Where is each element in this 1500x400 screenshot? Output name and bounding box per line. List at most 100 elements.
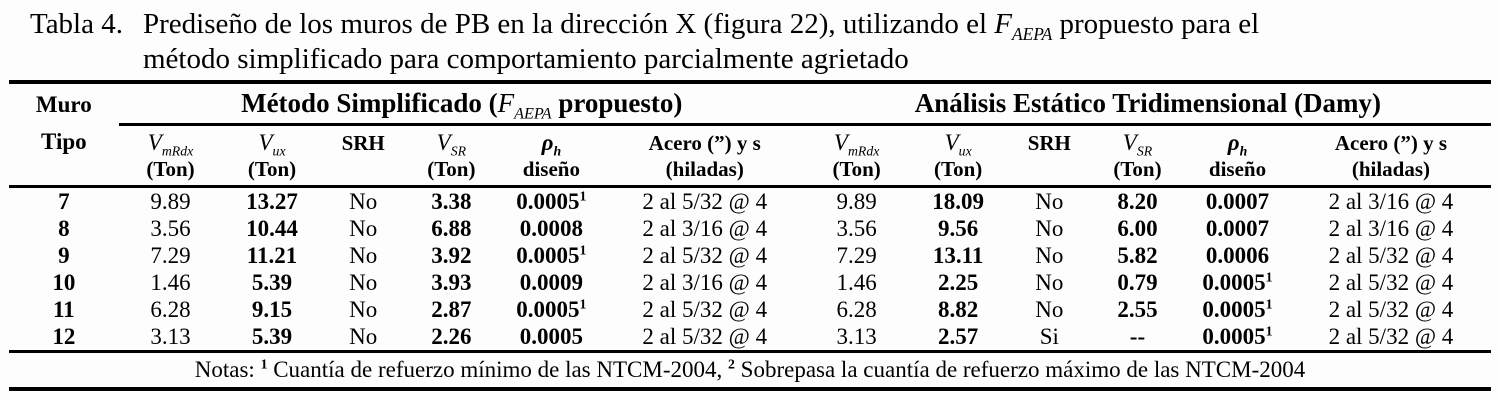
cell-srh: Si bbox=[1039, 324, 1059, 349]
cell-acero: 2 al 5/32 @ 4 bbox=[642, 297, 768, 322]
cell-srh: No bbox=[349, 216, 378, 241]
cell-vsr: 3.93 bbox=[431, 270, 472, 295]
notes-row: Notas: 1 Cuantía de refuerzo mínimo de l… bbox=[9, 350, 1491, 389]
cell-acero: 2 al 3/16 @ 4 bbox=[642, 270, 768, 295]
cell-rho: 0.0006 bbox=[1205, 243, 1270, 268]
cell-vsr: -- bbox=[1129, 324, 1146, 349]
col-header-srh-simplificado: SRH bbox=[321, 124, 405, 188]
cell-acero: 2 al 3/16 @ 4 bbox=[1328, 189, 1454, 214]
table-row: 9 7.29 11.21 No 3.92 0.00051 2 al 5/32 @… bbox=[9, 242, 1491, 269]
group-header-analisis-tridimensional: Análisis Estático Tridimensional (Damy) bbox=[804, 82, 1491, 126]
cell-srh: No bbox=[349, 270, 378, 295]
cell-vmrdx: 9.89 bbox=[150, 189, 191, 214]
caption-line-1: Prediseño de los muros de PB en la direc… bbox=[143, 8, 1260, 44]
caption-line-2: método simplificado para comportamiento … bbox=[143, 43, 909, 75]
cell-vux: 8.82 bbox=[938, 297, 979, 322]
cell-muro-tipo: 8 bbox=[58, 216, 70, 241]
cell-muro-tipo: 12 bbox=[52, 324, 76, 349]
col-header-rho-tridimensional: ρh diseño bbox=[1184, 124, 1291, 188]
cell-rho: 0.00051 bbox=[516, 296, 587, 322]
cell-vsr: 3.38 bbox=[431, 189, 472, 214]
cell-acero: 2 al 5/32 @ 4 bbox=[1328, 297, 1454, 322]
cell-srh: No bbox=[1035, 270, 1064, 295]
f-aepa-symbol: FAEPA bbox=[994, 8, 1053, 44]
cell-vux: 10.44 bbox=[246, 216, 298, 241]
group-header-row: Muro Método Simplificado (FAEPA propuest… bbox=[9, 82, 1491, 126]
cell-vmrdx: 1.46 bbox=[150, 270, 191, 295]
cell-vux: 11.21 bbox=[246, 243, 298, 268]
cell-vux: 13.27 bbox=[246, 189, 298, 214]
cell-acero: 2 al 5/32 @ 4 bbox=[642, 189, 768, 214]
col-header-vmrdx-tridimensional: VmRdx (Ton) bbox=[804, 124, 909, 188]
cell-srh: No bbox=[1035, 216, 1064, 241]
cell-vux: 18.09 bbox=[932, 189, 985, 214]
cell-rho: 0.0005 bbox=[519, 324, 583, 349]
cell-vsr: 2.87 bbox=[431, 297, 472, 322]
table-row: 8 3.56 10.44 No 6.88 0.0008 2 al 3/16 @ … bbox=[9, 215, 1491, 242]
table-row: 11 6.28 9.15 No 2.87 0.00051 2 al 5/32 @… bbox=[9, 296, 1491, 323]
table-container: Muro Método Simplificado (FAEPA propuest… bbox=[0, 80, 1500, 391]
cell-rho: 0.00051 bbox=[1202, 296, 1273, 322]
table-caption-label: Tabla 4. bbox=[30, 8, 123, 40]
cell-vmrdx: 3.56 bbox=[836, 216, 877, 241]
cell-muro-tipo: 7 bbox=[58, 189, 70, 214]
cell-vsr: 6.00 bbox=[1117, 216, 1158, 241]
col-header-vsr-tridimensional: VSR (Ton) bbox=[1090, 124, 1185, 188]
cell-muro-tipo: 10 bbox=[52, 270, 76, 295]
table-row: 10 1.46 5.39 No 3.93 0.0009 2 al 3/16 @ … bbox=[9, 269, 1491, 296]
col-header-srh-tridimensional: SRH bbox=[1007, 124, 1091, 188]
col-header-acero-simplificado: Acero (”) y s (hiladas) bbox=[604, 124, 805, 188]
cell-vmrdx: 7.29 bbox=[836, 243, 877, 268]
cell-rho: 0.00051 bbox=[1202, 323, 1273, 349]
cell-acero: 2 al 5/32 @ 4 bbox=[642, 324, 768, 349]
cell-srh: No bbox=[1035, 297, 1064, 322]
cell-vux: 13.11 bbox=[932, 243, 984, 268]
cell-muro-tipo: 9 bbox=[58, 243, 70, 268]
cell-srh: No bbox=[349, 243, 378, 268]
cell-vux: 9.56 bbox=[938, 216, 979, 241]
cell-vsr: 2.26 bbox=[431, 324, 472, 349]
table-row: 12 3.13 5.39 No 2.26 0.0005 2 al 5/32 @ … bbox=[9, 323, 1491, 352]
col-header-tipo: Tipo bbox=[9, 124, 119, 188]
cell-vux: 2.25 bbox=[938, 270, 979, 295]
cell-vmrdx: 3.56 bbox=[150, 216, 191, 241]
cell-vmrdx: 6.28 bbox=[150, 297, 191, 322]
cell-acero: 2 al 5/32 @ 4 bbox=[642, 243, 768, 268]
cell-vsr: 8.20 bbox=[1117, 189, 1158, 214]
cell-acero: 2 al 5/32 @ 4 bbox=[1328, 324, 1454, 349]
col-header-muro: Muro bbox=[35, 92, 92, 117]
cell-rho: 0.00051 bbox=[516, 242, 587, 268]
cell-vsr: 6.88 bbox=[431, 216, 472, 241]
table-notes: Notas: 1 Cuantía de refuerzo mínimo de l… bbox=[9, 350, 1491, 389]
cell-srh: No bbox=[349, 324, 378, 349]
col-header-vux-tridimensional: Vux (Ton) bbox=[908, 124, 1008, 188]
sub-header-row: Tipo VmRdx (Ton) Vux (Ton) SRH VSR (Ton) ρh… bbox=[9, 124, 1491, 188]
cell-acero: 2 al 3/16 @ 4 bbox=[1328, 216, 1454, 241]
cell-rho: 0.00051 bbox=[516, 188, 587, 214]
group-header-metodo-simplificado: Método Simplificado (FAEPA propuesto) bbox=[118, 82, 805, 126]
cell-vux: 5.39 bbox=[251, 270, 293, 295]
table-row: 7 9.89 13.27 No 3.38 0.00051 2 al 5/32 @… bbox=[9, 187, 1491, 216]
cell-vmrdx: 1.46 bbox=[836, 270, 877, 295]
cell-vsr: 3.92 bbox=[431, 243, 472, 268]
cell-srh: No bbox=[349, 189, 378, 214]
cell-srh: No bbox=[1035, 243, 1064, 268]
col-header-vsr-simplificado: VSR (Ton) bbox=[404, 124, 499, 188]
col-header-rho-simplificado: ρh diseño bbox=[498, 124, 605, 188]
cell-rho: 0.0007 bbox=[1205, 189, 1270, 214]
cell-vsr: 0.79 bbox=[1117, 270, 1158, 295]
cell-vmrdx: 7.29 bbox=[150, 243, 191, 268]
cell-rho: 0.0007 bbox=[1205, 216, 1270, 241]
col-header-acero-tridimensional: Acero (”) y s (hiladas) bbox=[1290, 124, 1491, 188]
cell-rho: 0.0008 bbox=[519, 216, 583, 241]
f-aepa-symbol: FAEPA bbox=[497, 88, 552, 123]
muros-table: Muro Método Simplificado (FAEPA propuest… bbox=[9, 80, 1491, 391]
cell-vux: 5.39 bbox=[251, 324, 293, 349]
cell-vmrdx: 3.13 bbox=[836, 324, 877, 349]
cell-vux: 9.15 bbox=[251, 297, 293, 322]
cell-srh: No bbox=[1035, 189, 1064, 214]
cell-rho: 0.00051 bbox=[1202, 269, 1273, 295]
cell-rho: 0.0009 bbox=[519, 270, 583, 295]
col-header-vmrdx-simplificado: VmRdx (Ton) bbox=[118, 124, 223, 188]
cell-acero: 2 al 3/16 @ 4 bbox=[642, 216, 768, 241]
